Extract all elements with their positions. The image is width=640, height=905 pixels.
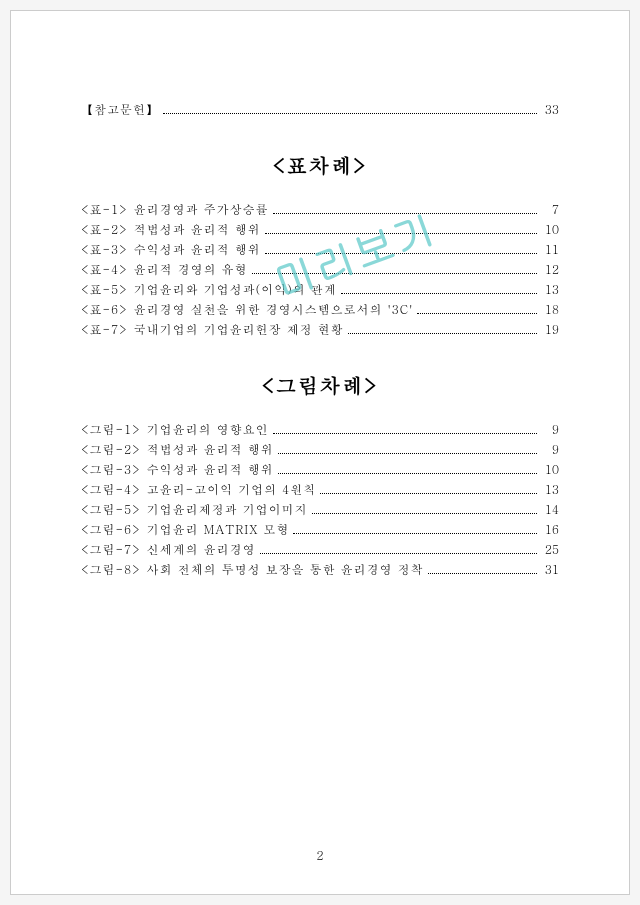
toc-entry-title: 고윤리-고이익 기업의 4원칙 bbox=[141, 481, 317, 498]
toc-entry-page: 9 bbox=[541, 441, 559, 458]
toc-entry-title: 기업윤리와 기업성과(이익)의 관계 bbox=[128, 281, 337, 298]
toc-entry-page: 13 bbox=[541, 481, 559, 498]
toc-entry-page: 7 bbox=[541, 201, 559, 218]
toc-entry-title: 수익성과 윤리적 행위 bbox=[128, 241, 261, 258]
toc-entry-page: 12 bbox=[541, 261, 559, 278]
references-label: 【참고문헌】 bbox=[81, 101, 159, 118]
toc-entry: <표-2> 적법성과 윤리적 행위 10 bbox=[81, 221, 559, 238]
toc-entry-label: <표-2> bbox=[81, 221, 128, 238]
toc-dots bbox=[348, 333, 537, 334]
toc-dots bbox=[293, 533, 537, 534]
references-line: 【참고문헌】 33 bbox=[81, 101, 559, 118]
toc-entry-title: 윤리경영 실천을 위한 경영시스템으로서의 '3C' bbox=[128, 301, 414, 318]
toc-entry-label: <그림-8> bbox=[81, 561, 141, 578]
toc-entry-title: 국내기업의 기업윤리헌장 제정 현황 bbox=[128, 321, 344, 338]
toc-entry: <그림-2> 적법성과 윤리적 행위 9 bbox=[81, 441, 559, 458]
toc-dots bbox=[273, 213, 537, 214]
toc-entry: <그림-6> 기업윤리 MATRIX 모형 16 bbox=[81, 521, 559, 538]
toc-entry-label: <표-4> bbox=[81, 261, 128, 278]
toc-dots bbox=[163, 113, 537, 114]
toc-entry-label: <그림-1> bbox=[81, 421, 141, 438]
toc-entry-label: <그림-2> bbox=[81, 441, 141, 458]
toc-dots bbox=[417, 313, 537, 314]
toc-entry-label: <그림-6> bbox=[81, 521, 141, 538]
toc-entry-title: 사회 전체의 투명성 보장을 통한 윤리경영 정착 bbox=[141, 561, 424, 578]
toc-dots bbox=[341, 293, 537, 294]
toc-entry-title: 기업윤리의 영향요인 bbox=[141, 421, 269, 438]
toc-entry: <표-4> 윤리적 경영의 유형 12 bbox=[81, 261, 559, 278]
toc-entry: <그림-7> 신세계의 윤리경영 25 bbox=[81, 541, 559, 558]
toc-entry-label: <표-6> bbox=[81, 301, 128, 318]
toc-entry-label: <그림-4> bbox=[81, 481, 141, 498]
toc-entry-page: 14 bbox=[541, 501, 559, 518]
toc-dots bbox=[260, 553, 537, 554]
toc-entry-label: <표-1> bbox=[81, 201, 128, 218]
toc-entry-title: 윤리경영과 주가상승률 bbox=[128, 201, 269, 218]
toc-entry-page: 31 bbox=[541, 561, 559, 578]
toc-entry-title: 적법성과 윤리적 행위 bbox=[141, 441, 274, 458]
toc-entry: <표-1> 윤리경영과 주가상승률 7 bbox=[81, 201, 559, 218]
toc-entry: <그림-5> 기업윤리제정과 기업이미지 14 bbox=[81, 501, 559, 518]
references-page: 33 bbox=[541, 101, 559, 118]
toc-entry-page: 16 bbox=[541, 521, 559, 538]
toc-entry-page: 10 bbox=[541, 461, 559, 478]
toc-entry-label: <그림-7> bbox=[81, 541, 141, 558]
document-page: 미리보기 【참고문헌】 33 <표차례> <표-1> 윤리경영과 주가상승률 7… bbox=[10, 10, 630, 895]
toc-entry-title: 기업윤리 MATRIX 모형 bbox=[141, 521, 290, 538]
toc-dots bbox=[278, 453, 537, 454]
toc-entry: <표-3> 수익성과 윤리적 행위 11 bbox=[81, 241, 559, 258]
toc-dots bbox=[278, 473, 537, 474]
figures-heading: <그림차례> bbox=[81, 370, 559, 399]
toc-entry-page: 13 bbox=[541, 281, 559, 298]
toc-dots bbox=[312, 513, 537, 514]
toc-dots bbox=[320, 493, 537, 494]
toc-entry-label: <그림-3> bbox=[81, 461, 141, 478]
toc-dots bbox=[273, 433, 537, 434]
tables-heading: <표차례> bbox=[81, 150, 559, 179]
toc-entry: <표-5> 기업윤리와 기업성과(이익)의 관계 13 bbox=[81, 281, 559, 298]
toc-entry-label: <표-3> bbox=[81, 241, 128, 258]
toc-dots bbox=[265, 253, 537, 254]
toc-dots bbox=[252, 273, 537, 274]
toc-entry-label: <그림-5> bbox=[81, 501, 141, 518]
toc-entry-page: 19 bbox=[541, 321, 559, 338]
toc-entry-page: 25 bbox=[541, 541, 559, 558]
toc-entry-label: <표-5> bbox=[81, 281, 128, 298]
toc-entry-title: 기업윤리제정과 기업이미지 bbox=[141, 501, 308, 518]
figures-list: <그림-1> 기업윤리의 영향요인 9 <그림-2> 적법성과 윤리적 행위 9… bbox=[81, 421, 559, 578]
toc-entry: <그림-1> 기업윤리의 영향요인 9 bbox=[81, 421, 559, 438]
toc-entry-title: 신세계의 윤리경영 bbox=[141, 541, 256, 558]
tables-list: <표-1> 윤리경영과 주가상승률 7 <표-2> 적법성과 윤리적 행위 10… bbox=[81, 201, 559, 338]
toc-entry: <그림-4> 고윤리-고이익 기업의 4원칙 13 bbox=[81, 481, 559, 498]
toc-entry-label: <표-7> bbox=[81, 321, 128, 338]
toc-entry: <표-7> 국내기업의 기업윤리헌장 제정 현황 19 bbox=[81, 321, 559, 338]
page-number: 2 bbox=[11, 847, 629, 864]
toc-dots bbox=[428, 573, 537, 574]
toc-entry-title: 적법성과 윤리적 행위 bbox=[128, 221, 261, 238]
toc-entry-page: 11 bbox=[541, 241, 559, 258]
toc-entry: <표-6> 윤리경영 실천을 위한 경영시스템으로서의 '3C' 18 bbox=[81, 301, 559, 318]
toc-entry: <그림-8> 사회 전체의 투명성 보장을 통한 윤리경영 정착 31 bbox=[81, 561, 559, 578]
toc-entry-page: 9 bbox=[541, 421, 559, 438]
toc-entry-title: 윤리적 경영의 유형 bbox=[128, 261, 248, 278]
toc-entry: <그림-3> 수익성과 윤리적 행위 10 bbox=[81, 461, 559, 478]
toc-entry-page: 10 bbox=[541, 221, 559, 238]
toc-entry-page: 18 bbox=[541, 301, 559, 318]
toc-entry-title: 수익성과 윤리적 행위 bbox=[141, 461, 274, 478]
toc-dots bbox=[265, 233, 537, 234]
